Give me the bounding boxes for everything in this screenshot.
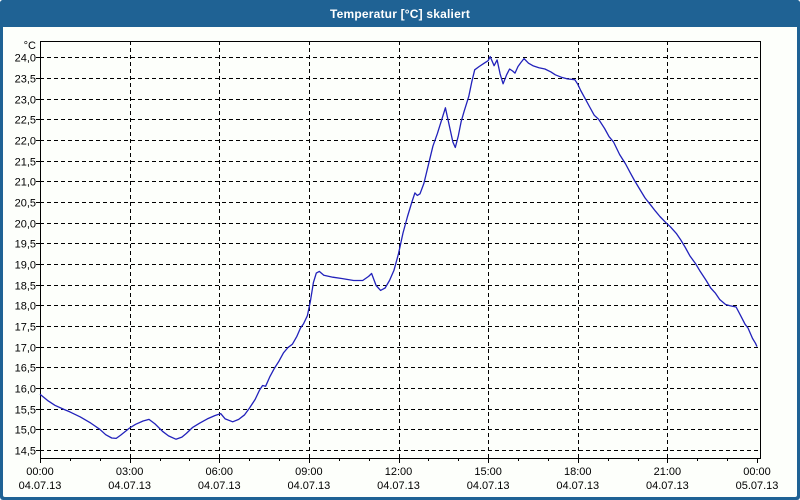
chart-area [3,27,797,497]
title-bar: Temperatur [°C] skaliert [0,0,800,27]
chart-title: Temperatur [°C] skaliert [329,6,471,21]
